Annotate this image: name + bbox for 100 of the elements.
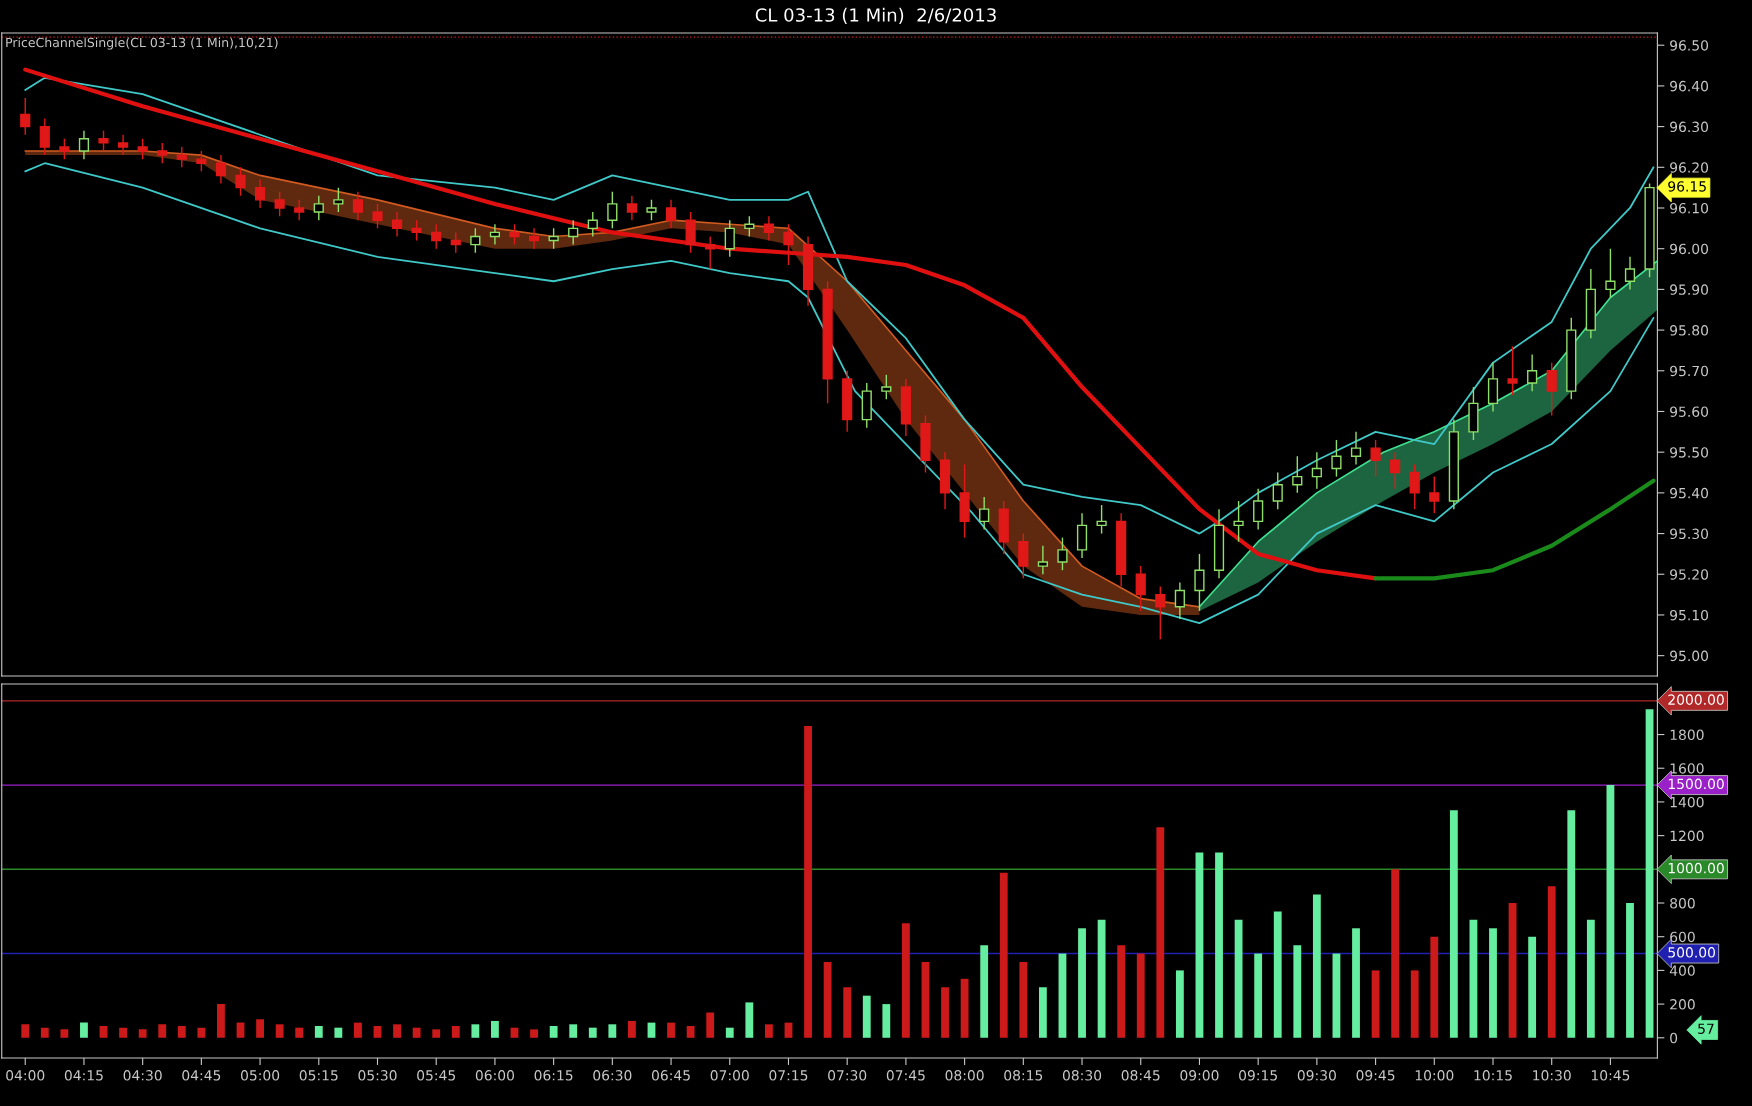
bar	[1430, 936, 1439, 1038]
line-series	[24, 76, 1655, 535]
candlestick	[1546, 361, 1557, 417]
bar	[1489, 928, 1497, 1038]
y-tick-label: 95.10	[1670, 609, 1709, 621]
bar	[1195, 852, 1204, 1038]
candlestick	[1155, 585, 1166, 641]
candlestick	[626, 195, 638, 221]
bar	[21, 1024, 30, 1038]
bar	[1175, 970, 1184, 1038]
x-tick-label: 04:00	[6, 1070, 45, 1081]
y-tick-label: 96.30	[1670, 121, 1709, 133]
bar	[1156, 827, 1165, 1038]
x-tick-label: 09:45	[1356, 1070, 1395, 1081]
bar	[1626, 903, 1634, 1038]
candlestick	[724, 219, 735, 258]
bar	[1449, 810, 1458, 1038]
candlestick	[705, 235, 716, 270]
bar	[275, 1024, 284, 1038]
candlestick	[1350, 431, 1362, 466]
candlestick	[274, 191, 285, 217]
bar	[1273, 911, 1282, 1038]
candlestick	[450, 231, 461, 254]
candlestick	[1174, 581, 1185, 620]
bar	[393, 1024, 401, 1038]
candlestick	[1272, 471, 1283, 510]
x-tick-label: 04:15	[64, 1070, 103, 1081]
x-tick-label: 08:00	[945, 1070, 984, 1081]
bar	[334, 1027, 343, 1038]
bar	[569, 1024, 578, 1038]
candlestick	[1429, 475, 1440, 514]
y-tick-label: 96.50	[1670, 40, 1709, 51]
x-tick-label: 09:15	[1239, 1070, 1277, 1081]
bar	[1215, 852, 1223, 1038]
x-tick-label: 05:30	[358, 1070, 397, 1081]
y-tick-label: 96.20	[1670, 162, 1709, 173]
x-tick-label: 06:30	[593, 1070, 632, 1081]
annotation: PriceChannelSingle(CL 03-13 (1 Min),10,21)	[6, 37, 278, 50]
bar	[999, 872, 1008, 1038]
candlestick	[881, 374, 892, 400]
bar	[725, 1027, 734, 1038]
candlestick	[137, 138, 148, 160]
y-tick-label: 95.80	[1670, 325, 1709, 336]
bar	[980, 945, 989, 1038]
bar	[1508, 903, 1517, 1038]
y-tick-label: 200	[1670, 999, 1695, 1010]
annotation: 96.15	[1668, 181, 1706, 192]
y-tick-label: 1400	[1670, 796, 1704, 808]
bar	[862, 995, 871, 1038]
y-tick-label: 95.70	[1670, 365, 1709, 377]
candlestick	[333, 186, 344, 213]
candlestick	[1409, 463, 1420, 510]
candlestick	[470, 227, 481, 254]
candlestick	[431, 223, 442, 250]
candlestick	[391, 211, 403, 238]
bar	[941, 987, 949, 1038]
x-tick-label: 07:15	[769, 1070, 808, 1081]
bar	[1078, 928, 1086, 1038]
bar	[745, 1002, 754, 1038]
candlestick	[1370, 439, 1381, 478]
bar	[177, 1025, 186, 1038]
candlestick	[528, 227, 540, 250]
bar	[354, 1022, 362, 1038]
candlestick	[1527, 353, 1538, 392]
bar	[432, 1029, 441, 1038]
bar	[530, 1029, 538, 1038]
bar	[1606, 785, 1615, 1038]
bar	[843, 987, 852, 1038]
candlestick	[59, 138, 70, 160]
bar	[1567, 810, 1576, 1038]
bar	[764, 1024, 773, 1038]
x-tick-label: 10:45	[1591, 1070, 1630, 1081]
candlestick	[607, 191, 618, 230]
text: 57	[1698, 1023, 1714, 1034]
candlestick	[763, 215, 775, 242]
x-tick-label: 06:15	[534, 1070, 573, 1081]
candlestick	[665, 199, 677, 230]
candlestick	[1135, 565, 1146, 612]
candlestick	[548, 227, 559, 250]
line-series	[1373, 478, 1656, 581]
bar	[119, 1027, 127, 1038]
x-tick-label: 08:45	[1121, 1070, 1160, 1081]
bar	[1293, 945, 1302, 1038]
y-tick-label: 96.00	[1670, 243, 1709, 255]
x-tick-label: 10:15	[1474, 1070, 1512, 1081]
y-tick-label: 1800	[1670, 729, 1704, 741]
chart-title: CL 03-13 (1 Min) 2/6/2013	[755, 7, 996, 24]
bar	[823, 961, 832, 1038]
bar	[686, 1025, 695, 1038]
bar	[882, 1004, 891, 1038]
candlestick	[294, 199, 305, 221]
bar	[138, 1029, 147, 1038]
candlestick	[176, 146, 187, 168]
y-tick-label: 400	[1669, 965, 1695, 976]
x-tick-label: 08:15	[1004, 1070, 1043, 1081]
bar	[1136, 953, 1145, 1038]
candlestick	[157, 142, 168, 164]
candlestick	[568, 219, 579, 246]
y-tick-label: 95.20	[1670, 569, 1709, 580]
candlestick	[1194, 553, 1205, 612]
